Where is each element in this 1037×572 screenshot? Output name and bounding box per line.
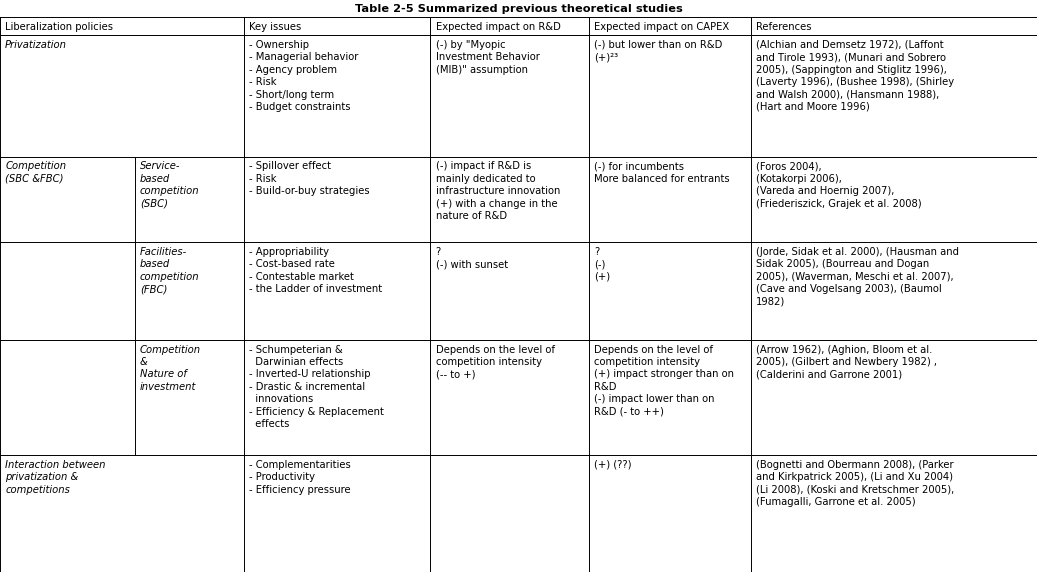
Text: Facilities-
based
competition
(FBC): Facilities- based competition (FBC) [140, 247, 199, 294]
Text: (-) but lower than on R&D
(+)²³: (-) but lower than on R&D (+)²³ [594, 40, 723, 62]
Text: Table 2-5 Summarized previous theoretical studies: Table 2-5 Summarized previous theoretica… [355, 5, 682, 14]
Text: Depends on the level of
competition intensity
(+) impact stronger than on
R&D
(-: Depends on the level of competition inte… [594, 344, 734, 416]
Text: Privatization: Privatization [5, 40, 67, 50]
Text: - Spillover effect
- Risk
- Build-or-buy strategies: - Spillover effect - Risk - Build-or-buy… [249, 161, 369, 196]
Text: (Foros 2004),
(Kotakorpi 2006),
(Vareda and Hoernig 2007),
(Friederiszick, Graje: (Foros 2004), (Kotakorpi 2006), (Vareda … [756, 161, 922, 209]
Text: - Ownership
- Managerial behavior
- Agency problem
- Risk
- Short/long term
- Bu: - Ownership - Managerial behavior - Agen… [249, 40, 358, 112]
Text: (Bognetti and Obermann 2008), (Parker
and Kirkpatrick 2005), (Li and Xu 2004)
(L: (Bognetti and Obermann 2008), (Parker an… [756, 460, 954, 507]
Text: Liberalization policies: Liberalization policies [5, 22, 113, 31]
Text: Competition
&
Nature of
investment: Competition & Nature of investment [140, 344, 201, 392]
Text: Key issues: Key issues [249, 22, 301, 31]
Text: (-) by "Myopic
Investment Behavior
(MIB)" assumption: (-) by "Myopic Investment Behavior (MIB)… [436, 40, 539, 75]
Text: Expected impact on R&D: Expected impact on R&D [436, 22, 560, 31]
Text: Interaction between
privatization &
competitions: Interaction between privatization & comp… [5, 460, 106, 495]
Text: Competition
(SBC &FBC): Competition (SBC &FBC) [5, 161, 66, 184]
Text: (Alchian and Demsetz 1972), (Laffont
and Tirole 1993), (Munari and Sobrero
2005): (Alchian and Demsetz 1972), (Laffont and… [756, 40, 954, 112]
Text: (-) for incumbents
More balanced for entrants: (-) for incumbents More balanced for ent… [594, 161, 730, 184]
Text: (+) (??): (+) (??) [594, 460, 632, 470]
Text: Service-
based
competition
(SBC): Service- based competition (SBC) [140, 161, 199, 209]
Text: (Jorde, Sidak et al. 2000), (Hausman and
Sidak 2005), (Bourreau and Dogan
2005),: (Jorde, Sidak et al. 2000), (Hausman and… [756, 247, 959, 307]
Text: Depends on the level of
competition intensity
(-- to +): Depends on the level of competition inte… [436, 344, 555, 379]
Text: - Appropriability
- Cost-based rate
- Contestable market
- the Ladder of investm: - Appropriability - Cost-based rate - Co… [249, 247, 382, 294]
Text: ?
(-)
(+): ? (-) (+) [594, 247, 611, 281]
Text: (-) impact if R&D is
mainly dedicated to
infrastructure innovation
(+) with a ch: (-) impact if R&D is mainly dedicated to… [436, 161, 560, 221]
Text: - Complementarities
- Productivity
- Efficiency pressure: - Complementarities - Productivity - Eff… [249, 460, 351, 495]
Text: - Schumpeterian &
  Darwinian effects
- Inverted-U relationship
- Drastic & incr: - Schumpeterian & Darwinian effects - In… [249, 344, 384, 429]
Text: References: References [756, 22, 812, 31]
Text: ?
(-) with sunset: ? (-) with sunset [436, 247, 508, 269]
Text: (Arrow 1962), (Aghion, Bloom et al.
2005), (Gilbert and Newbery 1982) ,
(Calderi: (Arrow 1962), (Aghion, Bloom et al. 2005… [756, 344, 937, 379]
Text: Expected impact on CAPEX: Expected impact on CAPEX [594, 22, 729, 31]
